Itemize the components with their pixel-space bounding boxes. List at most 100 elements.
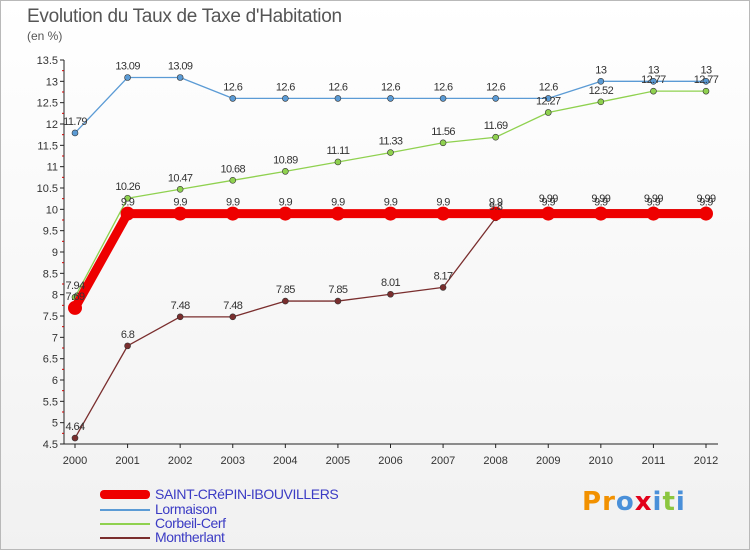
y-tick-label-8.5: 8.5 [43,268,58,280]
series-2-label-2010: 12.52 [589,85,614,97]
series-1-label-2001: 13.09 [115,60,140,72]
series-0-label-2001: 9.9 [121,197,135,209]
series-2-point-2011 [650,87,657,95]
series-3-label-2003: 7.48 [223,300,242,312]
series-3-label-2007: 8.17 [434,270,453,282]
x-tick-label-2012: 2012 [694,455,718,467]
series-3-label-2006: 8.01 [381,277,400,289]
series-1-point-2004 [282,95,289,102]
legend-swatch-corbeil-cerf [100,523,150,525]
series-1-point-2010 [597,78,605,85]
y-tick-label-7.5: 7.5 [43,311,58,323]
series-3-point-2000 [71,434,79,442]
series-3-point-2001 [124,342,131,350]
x-tick-label-2007: 2007 [431,455,455,467]
series-0-point-2001 [120,206,135,221]
y-tick-label-10.5: 10.5 [37,183,58,195]
legend-label-saint-crepin: SAINT-CRéPIN-IBOUVILLERS [155,486,339,502]
series-2-point-2009 [544,109,552,116]
series-2-point-2010 [597,98,605,106]
series-1-label-2003: 12.6 [223,81,242,93]
series-1-label-2004: 12.6 [276,81,295,93]
series-2-label-2002: 10.47 [168,172,193,184]
series-1-point-2002 [176,74,184,81]
x-tick-label-2001: 2001 [115,455,139,467]
series-1-point-2012 [702,78,710,85]
series-3-label-2011: 9.99 [644,193,663,205]
x-tick-label-2002: 2002 [168,455,192,467]
proxiti-logo-letter: t [662,487,676,517]
series-1-label-2011: 13 [648,64,660,76]
y-tick-label-9: 9 [52,247,58,259]
series-0-label-2000: 7.69 [65,291,84,303]
y-tick-label-11: 11 [47,162,58,174]
series-1-label-2009: 12.6 [539,81,558,93]
series-2-point-2004 [282,168,289,175]
chart-subtitle: (en %) [27,29,63,43]
x-tick-label-2009: 2009 [536,455,560,467]
series-3-label-2000: 4.64 [65,421,84,433]
y-tick-label-13.5: 13.5 [37,55,58,67]
y-tick-label-6.5: 6.5 [43,354,58,366]
series-2-label-2000: 7.94 [65,280,84,292]
proxiti-logo: Proxiti [582,487,686,517]
y-tick-label-12: 12 [46,119,58,131]
series-1-point-2000 [71,129,79,137]
legend-swatch-saint-crepin [100,490,150,499]
series-0-point-2005 [330,206,345,221]
y-tick-label-13: 13 [46,76,58,88]
series-0-point-2012 [699,206,713,221]
x-tick-label-2008: 2008 [483,455,507,467]
series-2-label-2009: 12.27 [536,95,561,107]
x-tick-label-2006: 2006 [378,455,402,467]
x-tick-label-2005: 2005 [326,455,350,467]
legend-item-montherlant: Montherlant [100,529,400,546]
series-1-point-2008 [492,95,499,102]
series-0-point-2004 [278,206,293,221]
y-tick-label-5.5: 5.5 [43,396,58,408]
series-line-3 [74,209,707,439]
series-0-label-2012: 9.9 [699,197,713,209]
series-1-label-2002: 13.09 [168,60,193,72]
series-0-point-2011 [646,206,661,221]
series-0-point-2009 [541,206,556,221]
series-0-label-2011: 9.9 [647,197,661,209]
series-0-point-2007 [436,206,451,221]
series-1-label-2007: 12.6 [434,81,453,93]
series-3-point-2006 [387,290,394,298]
x-tick-label-2003: 2003 [221,455,245,467]
series-0-label-2004: 9.9 [279,197,293,209]
x-tick-label-2011: 2011 [642,455,666,467]
series-1-label-2012: 13 [700,64,712,76]
series-1-point-2007 [439,95,447,102]
series-1-label-2000: 11.79 [63,116,87,128]
proxiti-logo-letter: i [675,487,686,517]
y-tick-label-6: 6 [52,375,58,387]
series-3-label-2005: 7.85 [328,284,347,296]
legend-label-corbeil-cerf: Corbeil-Cerf [155,515,226,531]
proxiti-logo-letter: o [615,487,635,517]
series-3-point-2003 [229,313,237,321]
series-1-label-2005: 12.6 [328,81,347,93]
y-tick-label-7: 7 [52,332,58,344]
series-3-label-2001: 6.8 [121,329,135,341]
y-tick-label-11.5: 11.5 [37,140,58,152]
series-3-point-2002 [176,313,184,321]
y-tick-label-5: 5 [52,418,58,430]
series-3-point-2005 [334,297,342,305]
series-2-label-2007: 11.56 [431,126,455,138]
legend-label-lormaison: Lormaison [155,501,217,517]
y-tick-label-12.5: 12.5 [37,98,58,110]
series-0-label-2002: 9.9 [173,197,187,209]
x-tick-label-2000: 2000 [63,455,87,467]
series-0-label-2009: 9.9 [542,197,556,209]
series-2-label-2005: 11.11 [326,145,349,157]
y-tick-label-10: 10 [46,204,58,216]
series-2-label-2001: 10.26 [115,181,140,193]
legend-swatch-montherlant [100,537,150,539]
x-tick-label-2010: 2010 [589,455,613,467]
series-3-label-2010: 9.99 [591,193,610,205]
series-3-label-2002: 7.48 [171,300,190,312]
series-2-label-2003: 10.68 [220,163,245,175]
series-2-point-2001 [124,194,131,202]
